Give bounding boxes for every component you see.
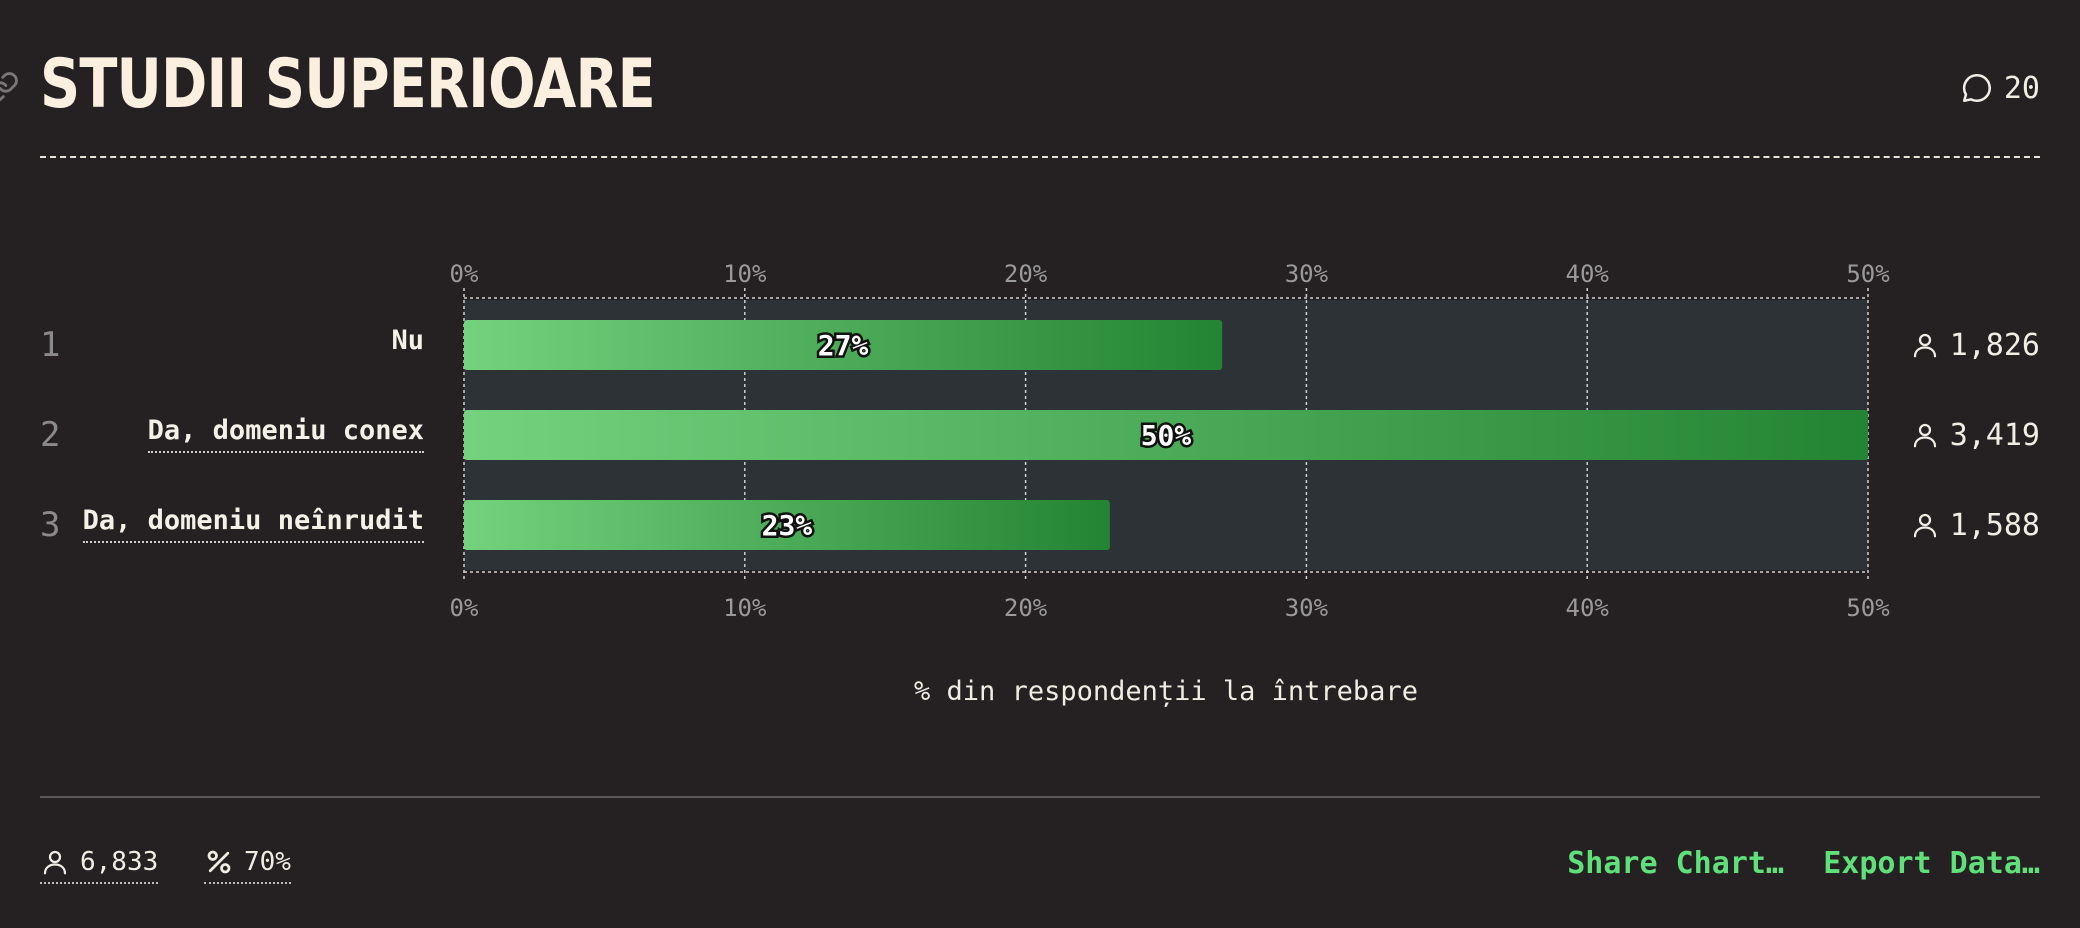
total-respondents-value: 6,833 [80,847,159,877]
respondent-count: 1,588 [1910,505,2040,545]
x-tick-label-bottom: 50% [1846,594,1890,622]
title-divider [40,156,2040,158]
person-icon [1913,423,1936,448]
x-axis-title: % din respondenții la întrebare [914,676,1418,707]
share-chart-button[interactable]: Share Chart… [1567,846,1784,881]
comment-icon [1962,73,1991,103]
x-tick-label-top: 10% [723,260,767,288]
x-tick-label-top: 30% [1285,260,1329,288]
export-data-button[interactable]: Export Data… [1823,846,2040,881]
respondent-count-value: 1,588 [1949,507,2040,543]
bar[interactable] [464,410,1868,460]
bar[interactable] [464,320,1223,370]
bar[interactable] [464,500,1110,550]
category-label[interactable]: Da, domeniu neînrudit [82,503,424,543]
percent-icon [207,850,231,874]
x-tick-label-bottom: 0% [450,594,479,622]
bar-value-label: 50% [1141,419,1192,452]
response-rate[interactable]: 70% [204,842,291,884]
category-label[interactable]: Da, domeniu conex [147,413,424,453]
x-tick-label-bottom: 30% [1285,594,1329,622]
bar-value-label: 27% [818,329,869,362]
bar-value-label: 23% [762,509,813,542]
total-respondents[interactable]: 6,833 [40,842,159,884]
x-tick-label-top: 20% [1004,260,1048,288]
response-rate-value: 70% [244,847,291,877]
comments-button[interactable]: 20 [1960,68,2040,108]
footer-divider [40,796,2040,798]
x-tick-label-top: 0% [450,260,479,288]
person-icon [43,850,67,875]
x-tick-label-bottom: 10% [723,594,767,622]
x-tick-label-top: 40% [1566,260,1610,288]
respondent-count-value: 1,826 [1949,327,2040,363]
x-tick-label-bottom: 40% [1566,594,1610,622]
category-label: Nu [391,325,424,356]
x-tick-label-top: 50% [1846,260,1890,288]
link-icon[interactable] [0,70,20,104]
row-number: 2 [40,415,61,455]
chart-title: STUDII SUPERIOARE [40,45,656,124]
person-icon [1913,513,1936,538]
respondent-count: 1,826 [1910,325,2040,365]
respondent-count: 3,419 [1910,415,2040,455]
row-number: 3 [40,505,61,545]
respondent-count-value: 3,419 [1949,417,2040,453]
x-tick-label-bottom: 20% [1004,594,1048,622]
row-number: 1 [40,325,61,365]
comment-count: 20 [2003,70,2040,106]
person-icon [1913,333,1936,358]
